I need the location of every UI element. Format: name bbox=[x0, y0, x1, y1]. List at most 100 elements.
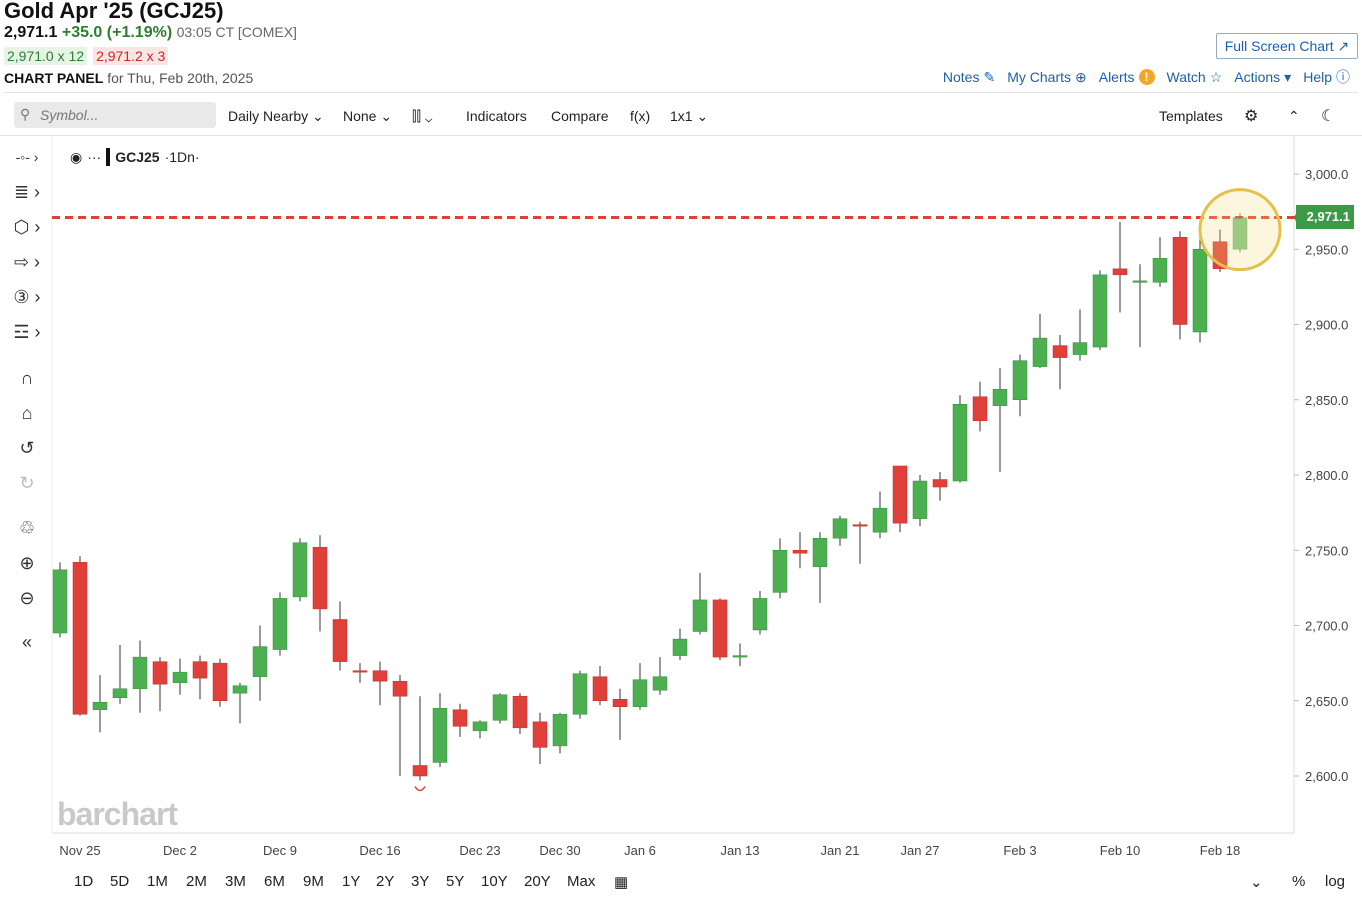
candle[interactable] bbox=[612, 688, 628, 740]
candle[interactable] bbox=[252, 625, 268, 701]
calendar-icon[interactable]: ▦ bbox=[614, 874, 629, 891]
candle[interactable] bbox=[712, 598, 728, 661]
candle[interactable] bbox=[372, 661, 388, 706]
trash-icon[interactable]: ♲ bbox=[18, 518, 36, 538]
redo-icon[interactable]: ↻ bbox=[19, 473, 35, 493]
candle[interactable] bbox=[1232, 213, 1248, 253]
alerts-link[interactable]: Alerts! bbox=[1099, 69, 1155, 85]
arrow-tool-icon[interactable]: ⇨ › bbox=[13, 252, 41, 272]
candle[interactable] bbox=[792, 532, 808, 569]
fx-button[interactable]: f(x) bbox=[630, 108, 651, 124]
candle[interactable] bbox=[872, 491, 888, 539]
candle[interactable] bbox=[572, 670, 588, 719]
log-toggle[interactable]: log bbox=[1325, 873, 1346, 890]
candle[interactable] bbox=[72, 556, 88, 716]
candle[interactable] bbox=[192, 655, 208, 700]
range-2m[interactable]: 2M bbox=[186, 873, 207, 890]
candle[interactable] bbox=[332, 601, 348, 671]
candle[interactable] bbox=[732, 643, 748, 667]
counter-tool-icon[interactable]: ③ › bbox=[13, 287, 41, 307]
candle[interactable] bbox=[672, 628, 688, 661]
candle[interactable] bbox=[1112, 222, 1128, 313]
candle[interactable] bbox=[1072, 309, 1088, 361]
candle[interactable] bbox=[1052, 335, 1068, 390]
percent-toggle[interactable]: % bbox=[1292, 873, 1306, 890]
zoom-out-icon[interactable]: ⊖ bbox=[19, 588, 35, 608]
range-1d[interactable]: 1D bbox=[74, 873, 94, 890]
candle[interactable] bbox=[352, 663, 368, 683]
candle[interactable] bbox=[852, 521, 868, 564]
candle[interactable] bbox=[312, 535, 328, 632]
candle[interactable] bbox=[412, 696, 428, 781]
candle[interactable] bbox=[1152, 237, 1168, 287]
range-9m[interactable]: 9M bbox=[303, 873, 324, 890]
dark-mode-icon[interactable]: ☾ bbox=[1321, 108, 1336, 125]
candle[interactable] bbox=[272, 592, 288, 656]
candle[interactable] bbox=[52, 562, 68, 638]
candle[interactable] bbox=[212, 658, 228, 707]
candle[interactable] bbox=[592, 666, 608, 706]
templates-button[interactable]: Templates bbox=[1159, 108, 1223, 124]
candle[interactable] bbox=[172, 658, 188, 695]
candle[interactable] bbox=[1132, 264, 1148, 348]
my-charts-link[interactable]: My Charts ⊕ bbox=[1007, 69, 1087, 85]
candle[interactable] bbox=[232, 682, 248, 724]
symbol-search-input[interactable] bbox=[14, 102, 216, 128]
chevron-up-icon[interactable]: ⌃ bbox=[1288, 108, 1300, 124]
candle[interactable] bbox=[932, 471, 948, 501]
candle[interactable] bbox=[492, 693, 508, 724]
range-3y[interactable]: 3Y bbox=[411, 873, 430, 890]
unlock-icon[interactable]: ⌂ bbox=[21, 403, 33, 423]
range-3m[interactable]: 3M bbox=[225, 873, 246, 890]
full-screen-chart-button[interactable]: Full Screen Chart ↗ bbox=[1216, 33, 1358, 59]
range-10y[interactable]: 10Y bbox=[481, 873, 508, 890]
pattern-tool-icon[interactable]: ☲ › bbox=[13, 322, 41, 342]
fib-tool-icon[interactable]: ≣ › bbox=[13, 182, 41, 202]
range-1m[interactable]: 1M bbox=[147, 873, 168, 890]
candle[interactable] bbox=[692, 572, 708, 635]
range-2y[interactable]: 2Y bbox=[376, 873, 395, 890]
chart-type-dropdown[interactable]: ⫿⫿ ⌄ bbox=[412, 108, 432, 125]
candle[interactable] bbox=[992, 368, 1008, 472]
candle[interactable] bbox=[832, 515, 848, 546]
undo-icon[interactable]: ↺ bbox=[19, 438, 35, 458]
range-5d[interactable]: 5D bbox=[110, 873, 130, 890]
gear-icon[interactable]: ⚙ bbox=[1244, 108, 1259, 125]
candle[interactable] bbox=[652, 657, 668, 695]
line-tool-icon[interactable]: -◦- › bbox=[15, 149, 39, 165]
candle[interactable] bbox=[772, 538, 788, 599]
candle[interactable] bbox=[92, 675, 108, 733]
help-link[interactable]: Help ⓘ bbox=[1303, 69, 1350, 85]
candle[interactable] bbox=[912, 475, 928, 527]
candle[interactable] bbox=[452, 703, 468, 737]
candle[interactable] bbox=[112, 645, 128, 704]
magnet-icon[interactable]: ∩ bbox=[20, 368, 34, 388]
notes-link[interactable]: Notes ✎ bbox=[943, 69, 995, 85]
candle[interactable] bbox=[432, 693, 448, 767]
compare-button[interactable]: Compare bbox=[551, 108, 609, 124]
candle[interactable] bbox=[1092, 270, 1108, 351]
candle[interactable] bbox=[152, 657, 168, 712]
overlay-dropdown[interactable]: None ⌄ bbox=[343, 108, 392, 125]
range-20y[interactable]: 20Y bbox=[524, 873, 551, 890]
candle[interactable] bbox=[812, 532, 828, 603]
eye-icon[interactable]: ◉ bbox=[70, 148, 83, 165]
range-max[interactable]: Max bbox=[567, 873, 596, 890]
collapse-panel-icon[interactable]: « bbox=[21, 632, 32, 652]
watch-link[interactable]: Watch ☆ bbox=[1167, 69, 1223, 85]
candle[interactable] bbox=[1172, 231, 1188, 340]
candle[interactable] bbox=[952, 395, 968, 483]
candle[interactable] bbox=[392, 675, 408, 776]
candle[interactable] bbox=[972, 381, 988, 432]
candle[interactable] bbox=[1032, 313, 1048, 369]
candle[interactable] bbox=[532, 712, 548, 764]
zoom-in-icon[interactable]: ⊕ bbox=[19, 553, 35, 573]
more-icon[interactable]: ··· bbox=[87, 149, 102, 165]
candle[interactable] bbox=[292, 538, 308, 602]
range-5y[interactable]: 5Y bbox=[446, 873, 465, 890]
candle[interactable] bbox=[1012, 354, 1028, 417]
range-1y[interactable]: 1Y bbox=[342, 873, 361, 890]
candle[interactable] bbox=[552, 712, 568, 754]
indicators-button[interactable]: Indicators bbox=[466, 108, 527, 124]
